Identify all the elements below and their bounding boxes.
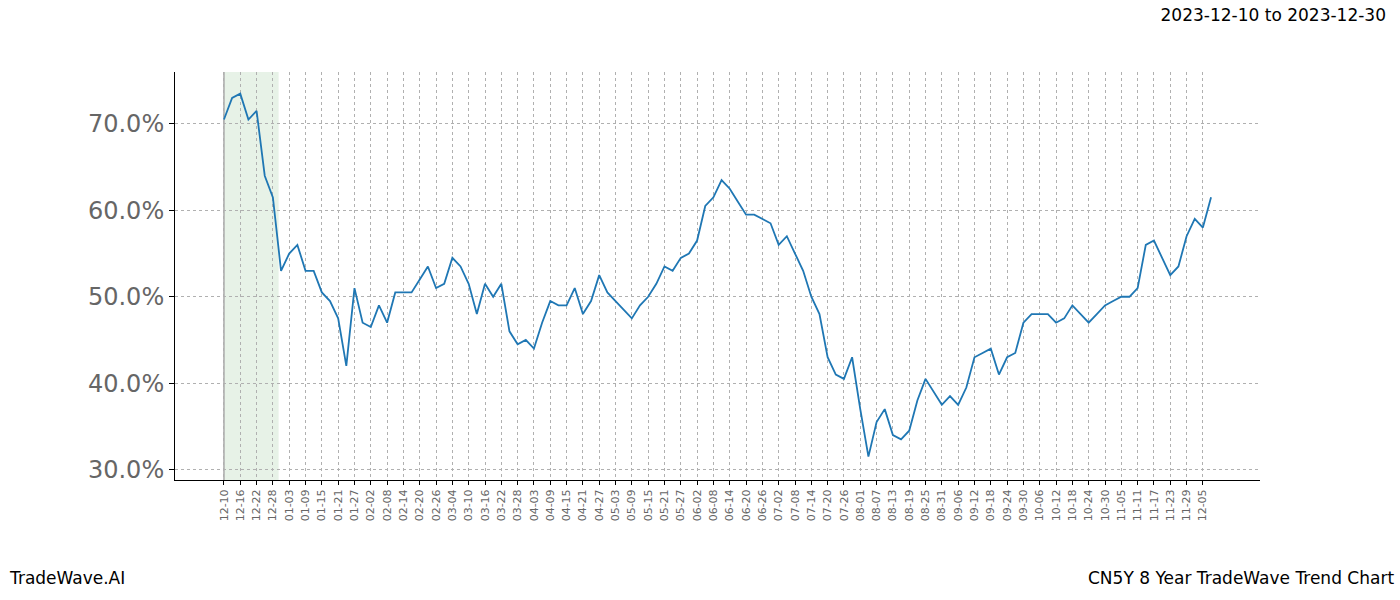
svg-text:12-22: 12-22 bbox=[250, 489, 263, 521]
svg-text:01-03: 01-03 bbox=[283, 489, 296, 521]
svg-text:06-14: 06-14 bbox=[723, 489, 736, 521]
svg-text:10-12: 10-12 bbox=[1050, 489, 1063, 521]
svg-text:02-08: 02-08 bbox=[381, 489, 394, 521]
svg-text:05-09: 05-09 bbox=[625, 489, 638, 521]
svg-text:06-20: 06-20 bbox=[740, 489, 753, 521]
svg-text:07-14: 07-14 bbox=[805, 489, 818, 521]
svg-text:10-30: 10-30 bbox=[1099, 489, 1112, 521]
svg-text:02-26: 02-26 bbox=[430, 489, 443, 521]
svg-text:09-12: 09-12 bbox=[968, 489, 981, 521]
svg-text:10-06: 10-06 bbox=[1033, 489, 1046, 521]
svg-text:03-16: 03-16 bbox=[479, 489, 492, 521]
svg-text:12-10: 12-10 bbox=[218, 489, 231, 521]
svg-text:08-07: 08-07 bbox=[870, 489, 883, 521]
svg-text:07-26: 07-26 bbox=[838, 489, 851, 521]
svg-text:60.0%: 60.0% bbox=[88, 197, 164, 225]
svg-text:03-22: 03-22 bbox=[495, 489, 508, 521]
svg-text:04-03: 04-03 bbox=[528, 489, 541, 521]
svg-text:2023-12-10 to 2023-12-30: 2023-12-10 to 2023-12-30 bbox=[1161, 5, 1386, 25]
svg-text:03-10: 03-10 bbox=[462, 489, 475, 521]
svg-text:05-27: 05-27 bbox=[674, 489, 687, 521]
svg-text:03-04: 03-04 bbox=[446, 489, 459, 521]
svg-text:12-05: 12-05 bbox=[1196, 489, 1209, 521]
svg-text:03-28: 03-28 bbox=[511, 489, 524, 521]
svg-text:09-30: 09-30 bbox=[1017, 489, 1030, 521]
svg-text:12-16: 12-16 bbox=[234, 489, 247, 521]
svg-text:09-18: 09-18 bbox=[984, 489, 997, 521]
svg-text:01-21: 01-21 bbox=[332, 489, 345, 521]
svg-text:04-15: 04-15 bbox=[560, 489, 573, 521]
svg-text:06-08: 06-08 bbox=[707, 489, 720, 521]
svg-text:01-09: 01-09 bbox=[299, 489, 312, 521]
svg-text:04-09: 04-09 bbox=[544, 489, 557, 521]
svg-text:11-05: 11-05 bbox=[1115, 489, 1128, 521]
svg-text:10-18: 10-18 bbox=[1066, 489, 1079, 521]
svg-text:11-23: 11-23 bbox=[1164, 489, 1177, 521]
svg-text:02-20: 02-20 bbox=[413, 489, 426, 521]
svg-text:07-02: 07-02 bbox=[772, 489, 785, 521]
svg-text:02-14: 02-14 bbox=[397, 489, 410, 521]
svg-text:70.0%: 70.0% bbox=[88, 110, 164, 138]
svg-text:50.0%: 50.0% bbox=[88, 283, 164, 311]
svg-text:11-11: 11-11 bbox=[1131, 489, 1144, 521]
svg-text:01-15: 01-15 bbox=[315, 489, 328, 521]
svg-text:08-31: 08-31 bbox=[935, 489, 948, 521]
svg-text:40.0%: 40.0% bbox=[88, 370, 164, 398]
svg-text:04-27: 04-27 bbox=[593, 489, 606, 521]
svg-text:04-21: 04-21 bbox=[576, 489, 589, 521]
svg-text:12-28: 12-28 bbox=[266, 489, 279, 521]
svg-text:09-06: 09-06 bbox=[952, 489, 965, 521]
svg-text:05-21: 05-21 bbox=[658, 489, 671, 521]
svg-text:07-08: 07-08 bbox=[789, 489, 802, 521]
svg-text:08-19: 08-19 bbox=[903, 489, 916, 521]
svg-text:08-13: 08-13 bbox=[886, 489, 899, 521]
svg-text:05-15: 05-15 bbox=[642, 489, 655, 521]
svg-text:10-24: 10-24 bbox=[1082, 489, 1095, 521]
svg-text:TradeWave.AI: TradeWave.AI bbox=[9, 568, 125, 588]
svg-text:07-20: 07-20 bbox=[821, 489, 834, 521]
svg-text:01-27: 01-27 bbox=[348, 489, 361, 521]
svg-text:06-26: 06-26 bbox=[756, 489, 769, 521]
svg-text:08-25: 08-25 bbox=[919, 489, 932, 521]
svg-text:02-02: 02-02 bbox=[364, 489, 377, 521]
svg-text:05-03: 05-03 bbox=[609, 489, 622, 521]
svg-text:30.0%: 30.0% bbox=[88, 456, 164, 484]
svg-text:08-01: 08-01 bbox=[854, 489, 867, 521]
svg-text:09-24: 09-24 bbox=[1001, 489, 1014, 521]
svg-text:06-02: 06-02 bbox=[691, 489, 704, 521]
svg-text:11-17: 11-17 bbox=[1148, 489, 1161, 521]
svg-text:CN5Y 8 Year TradeWave Trend Ch: CN5Y 8 Year TradeWave Trend Chart bbox=[1088, 568, 1394, 588]
svg-text:11-29: 11-29 bbox=[1180, 489, 1193, 521]
